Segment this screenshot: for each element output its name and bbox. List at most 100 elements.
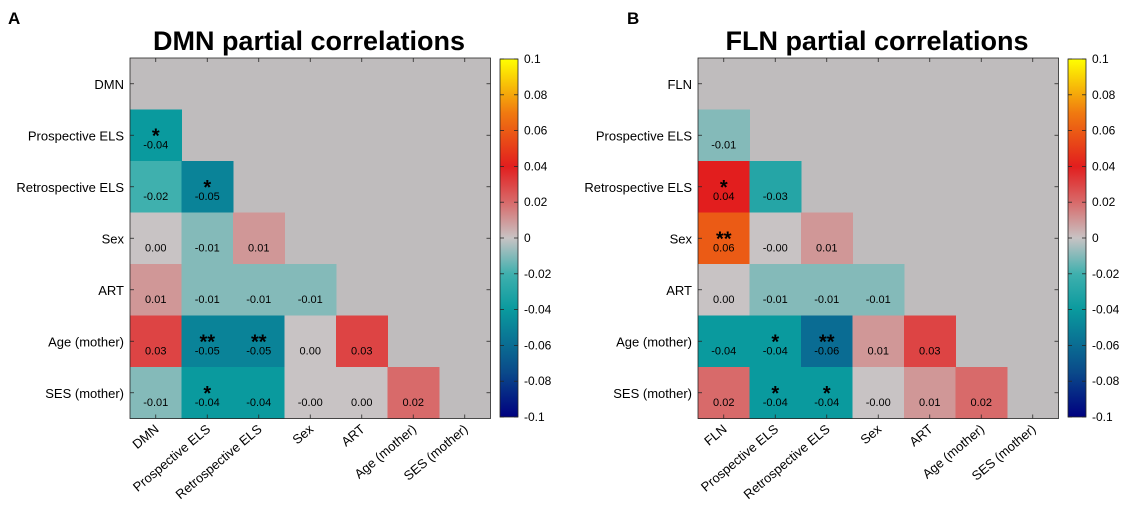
significance-stars: ** xyxy=(819,332,835,354)
row-label: Sex xyxy=(102,231,125,246)
colorbar-tick-label: 0.1 xyxy=(524,52,541,66)
row-label: Prospective ELS xyxy=(596,128,692,143)
heatmap-cell xyxy=(801,264,853,316)
cell-value-label: 0.02 xyxy=(403,397,424,409)
heatmap-cell xyxy=(233,315,285,368)
heatmap-cell xyxy=(852,315,905,368)
colorbar-tick-label: 0.02 xyxy=(1092,195,1116,209)
heatmap-cell xyxy=(698,161,750,213)
cell-value-label: 0.03 xyxy=(919,346,940,358)
heatmap-cell xyxy=(233,367,285,419)
heatmap-cell xyxy=(698,109,750,162)
chart-title: DMN partial correlations xyxy=(153,26,465,56)
cell-value-label: -0.04 xyxy=(143,140,168,152)
heatmap-cell xyxy=(181,315,234,368)
cell-value-label: -0.04 xyxy=(763,346,788,358)
cell-value-label: -0.04 xyxy=(711,346,736,358)
cell-value-label: -0.05 xyxy=(195,346,220,358)
heatmap-cell xyxy=(698,315,750,368)
colorbar-tick-label: -0.06 xyxy=(524,338,552,352)
row-label: SES (mother) xyxy=(613,386,692,401)
column-label: Sex xyxy=(857,421,884,447)
heatmap-cell xyxy=(801,315,853,368)
cell-value-label: 0.03 xyxy=(145,346,166,358)
cell-value-label: -0.05 xyxy=(195,191,220,203)
row-label: ART xyxy=(666,283,692,298)
significance-stars: ** xyxy=(251,332,267,354)
row-label: Retrospective ELS xyxy=(16,180,124,195)
row-label: Age (mother) xyxy=(616,334,692,349)
colorbar-tick-label: 0.06 xyxy=(524,124,548,138)
column-label: ART xyxy=(338,421,367,449)
heatmap-cell xyxy=(749,212,802,265)
heatmap-cell xyxy=(698,212,750,265)
cell-value-label: -0.04 xyxy=(195,397,220,409)
column-label: Retrospective ELS xyxy=(741,421,833,502)
significance-stars: * xyxy=(720,177,728,199)
colorbar-tick-label: 0.04 xyxy=(1092,159,1116,173)
cell-value-label: -0.00 xyxy=(298,397,323,409)
cell-value-label: 0.00 xyxy=(145,243,166,255)
colorbar-tick-label: -0.08 xyxy=(1092,374,1120,388)
cell-value-label: -0.04 xyxy=(814,397,839,409)
cell-value-label: 0.01 xyxy=(868,346,889,358)
heatmap-cell xyxy=(181,264,234,316)
heatmap-cell xyxy=(387,367,440,419)
chart-title: FLN partial correlations xyxy=(725,26,1028,56)
heatmap-cell xyxy=(749,264,802,316)
heatmap-cell xyxy=(284,264,337,316)
heatmap-cell xyxy=(284,315,337,368)
heatmap-cell xyxy=(130,161,182,213)
colorbar-tick-label: -0.1 xyxy=(1092,410,1113,424)
panel-letter: B xyxy=(627,9,639,28)
row-label: ART xyxy=(98,283,124,298)
cell-value-label: -0.01 xyxy=(763,294,788,306)
heatmap-cell xyxy=(801,367,853,419)
cell-value-label: -0.01 xyxy=(298,294,323,306)
heatmap-cell xyxy=(749,367,802,419)
colorbar-tick-label: -0.02 xyxy=(524,267,552,281)
heatmap-cell xyxy=(852,264,905,316)
row-label: DMN xyxy=(94,77,124,92)
heatmap-cell xyxy=(904,367,956,419)
heatmap-cell xyxy=(130,212,182,265)
heatmap-cell xyxy=(749,161,802,213)
cell-value-label: -0.03 xyxy=(763,191,788,203)
significance-stars: * xyxy=(771,383,779,405)
significance-stars: * xyxy=(203,177,211,199)
cell-value-label: -0.01 xyxy=(246,294,271,306)
cell-value-label: -0.06 xyxy=(814,346,839,358)
cell-value-label: -0.01 xyxy=(814,294,839,306)
column-label: Sex xyxy=(289,421,316,447)
heatmap-cell xyxy=(284,367,337,419)
cell-value-label: 0.00 xyxy=(713,294,734,306)
heatmap-cell xyxy=(181,161,234,213)
column-label: ART xyxy=(906,421,935,449)
heatmap-cell xyxy=(181,367,234,419)
colorbar-tick-label: 0 xyxy=(524,231,531,245)
cell-value-label: 0.01 xyxy=(145,294,166,306)
cell-value-label: 0.01 xyxy=(816,243,837,255)
heatmap-cell xyxy=(130,264,182,316)
heatmap-cell xyxy=(130,315,182,368)
heatmap-cell xyxy=(130,367,182,419)
row-label: Sex xyxy=(670,231,693,246)
colorbar-tick-label: 0.06 xyxy=(1092,124,1116,138)
heatmap-cell xyxy=(955,367,1008,419)
cell-value-label: -0.04 xyxy=(763,397,788,409)
cell-value-label: -0.01 xyxy=(866,294,891,306)
cell-value-label: 0.01 xyxy=(919,397,940,409)
colorbar-tick-label: 0 xyxy=(1092,231,1099,245)
heatmap-cell xyxy=(698,367,750,419)
cell-value-label: -0.02 xyxy=(143,191,168,203)
significance-stars: * xyxy=(152,126,160,148)
heatmap-cell xyxy=(801,212,853,265)
colorbar-tick-label: -0.08 xyxy=(524,374,552,388)
cell-value-label: 0.00 xyxy=(351,397,372,409)
colorbar-tick-label: -0.06 xyxy=(1092,338,1120,352)
column-label: DMN xyxy=(129,421,161,452)
panel-letter: A xyxy=(8,9,20,28)
cell-value-label: -0.01 xyxy=(143,397,168,409)
cell-value-label: -0.00 xyxy=(866,397,891,409)
